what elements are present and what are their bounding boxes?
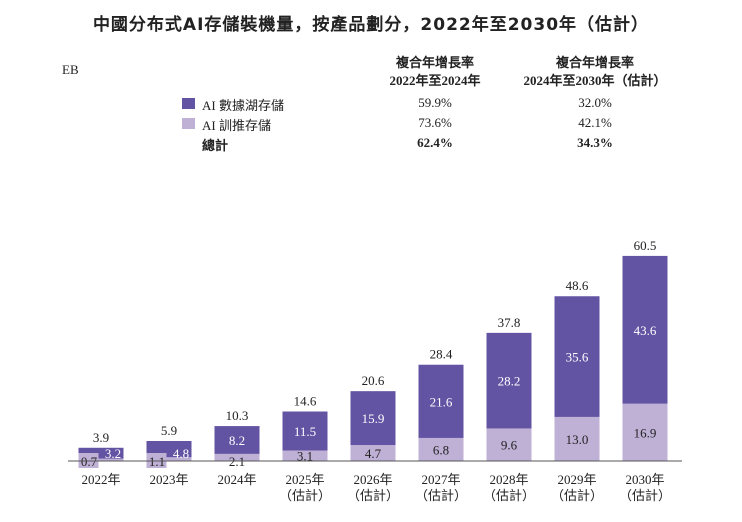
x-tick-label: （估計） [279, 488, 331, 503]
label-datalake: 28.2 [498, 374, 521, 389]
bar-training [78, 458, 124, 461]
label-total: 3.9 [93, 430, 109, 445]
x-tick-label: （估計） [483, 488, 535, 503]
label-total: 60.5 [634, 238, 657, 253]
label-training: 4.7 [365, 446, 382, 461]
x-tick-label: 2025年 [285, 472, 324, 487]
cagr-value: 32.0% [578, 95, 612, 110]
bar-datalake [214, 426, 260, 454]
label-total: 5.9 [161, 423, 177, 438]
label-total: 14.6 [294, 394, 317, 409]
x-tick-label: 2027年 [421, 472, 460, 487]
cagr-value: 73.6% [418, 115, 452, 130]
bar-training [350, 445, 396, 461]
cagr-header-2: 複合年增長率 2024年至2030年（估計） [523, 55, 667, 88]
cagr-value: 42.1% [578, 115, 612, 130]
label-total: 20.6 [362, 373, 385, 388]
bar-datalake [486, 332, 532, 429]
legend-datalake: AI 數據湖存儲 [202, 98, 284, 113]
unit-label: EB [62, 62, 79, 77]
chart-title: 中國分布式AI存儲裝機量，按產品劃分，2022年至2030年（估計） [92, 15, 650, 35]
label-datalake: 15.9 [362, 411, 385, 426]
x-tick-label: 2028年 [489, 472, 528, 487]
cagr-value: 34.3% [577, 135, 613, 150]
label-datalake: 3.2 [105, 446, 121, 461]
bar-training [418, 437, 464, 461]
label-datalake: 35.6 [566, 350, 589, 365]
x-tick-label: （估計） [415, 488, 467, 503]
label-training: 16.9 [634, 425, 657, 440]
bar-training [214, 453, 260, 461]
cagr-value: 59.9% [418, 95, 452, 110]
x-tick-label: 2026年 [353, 472, 392, 487]
label-training: 3.1 [297, 449, 313, 464]
x-tick-label: 2029年 [557, 472, 596, 487]
label-datalake: 8.2 [229, 433, 245, 448]
x-tick-label: （估計） [619, 488, 671, 503]
legend-total: 總計 [202, 138, 229, 153]
bar-datalake [78, 447, 124, 459]
legend-training: AI 訓推存儲 [202, 118, 271, 133]
legend-swatch-training [182, 118, 195, 129]
label-training: 9.6 [501, 438, 518, 453]
legend-swatch-datalake [182, 98, 195, 109]
bar-training [554, 416, 600, 461]
bar-training [146, 457, 192, 461]
bar-training [622, 403, 668, 461]
cagr-value: 62.4% [417, 135, 453, 150]
x-tick-label: （估計） [551, 488, 603, 503]
x-tick-label: 2024年 [217, 472, 256, 487]
bar-datalake [282, 411, 328, 451]
x-tick-label: （估計） [347, 488, 399, 503]
bar-training [486, 428, 532, 461]
label-training: 6.8 [433, 442, 449, 457]
x-tick-label: 2023年 [149, 472, 188, 487]
bar-datalake [350, 391, 396, 446]
bar-datalake [418, 364, 464, 438]
bar-training [282, 450, 328, 461]
bar-datalake [622, 255, 668, 404]
cagr-header-1: 複合年增長率 2022年至2024年 [389, 55, 481, 88]
x-tick-label: 2022年 [81, 472, 120, 487]
label-datalake: 43.6 [634, 323, 657, 338]
label-training: 13.0 [566, 432, 589, 447]
bar-datalake [554, 296, 600, 417]
x-tick-label: 2030年 [625, 472, 664, 487]
label-datalake: 21.6 [430, 394, 453, 409]
label-total: 10.3 [226, 408, 249, 423]
label-total: 28.4 [430, 347, 453, 362]
label-datalake: 11.5 [294, 424, 316, 439]
label-total: 37.8 [498, 315, 521, 330]
label-total: 48.6 [566, 278, 589, 293]
label-datalake: 4.8 [173, 446, 189, 461]
